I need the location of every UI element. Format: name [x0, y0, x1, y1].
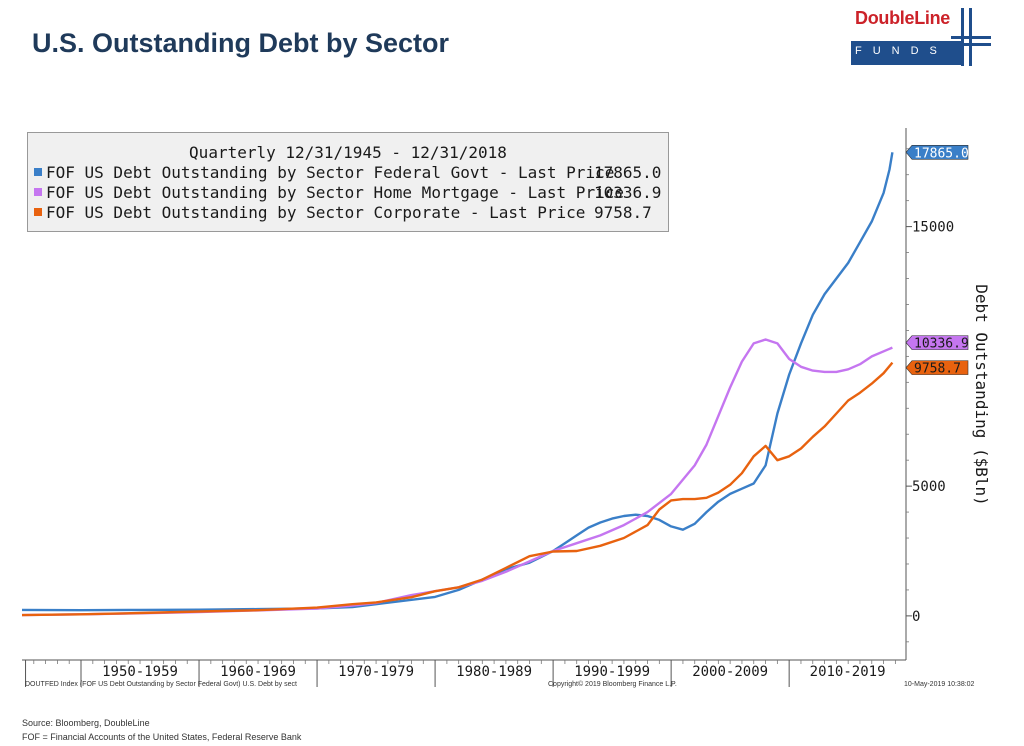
x-tick-label: 1990-1999	[574, 664, 650, 680]
logo-cross-line	[951, 43, 991, 46]
x-tick-label: 1960-1969	[220, 664, 296, 680]
x-tick-label: 1970-1979	[338, 664, 414, 680]
legend-value: 10336.9	[594, 183, 662, 202]
y-tick-label: 0	[912, 609, 920, 625]
last-value-tag: 10336.9	[905, 335, 969, 352]
footer-timestamp: 10-May-2019 10:38:02	[904, 681, 975, 688]
footer-copyright: Copyright© 2019 Bloomberg Finance L.P.	[548, 681, 677, 688]
legend-value: 17865.0	[594, 163, 662, 182]
x-tick-label: 1950-1959	[102, 664, 178, 680]
legend-entry-home-mortgage: FOF US Debt Outstanding by Sector Home M…	[34, 183, 624, 202]
series-line	[21, 338, 893, 617]
x-tick-label: 1980-1989	[456, 664, 532, 680]
footer-index-note: DOUTFED Index (FOF US Debt Outstanding b…	[25, 681, 297, 688]
legend-title: Quarterly 12/31/1945 - 12/31/2018	[189, 143, 507, 162]
last-value-tag: 17865.0	[905, 144, 969, 161]
chart-labels: 1950-1959 1960-1969 1970-1979 1980-1989 1990…	[102, 144, 991, 680]
last-value-tag-box	[905, 144, 969, 160]
logo-wordmark: DoubleLine	[855, 8, 950, 28]
legend-swatch	[34, 208, 42, 216]
legend-swatch	[34, 168, 42, 176]
chart-legend: Quarterly 12/31/1945 - 12/31/2018 FOF US…	[27, 132, 669, 232]
y-tick-label: 15000	[912, 220, 954, 236]
x-tick-label: 2010-2019	[810, 664, 886, 680]
logo-cross-line	[951, 36, 991, 39]
last-value-tag-box	[905, 335, 969, 350]
legend-label: FOF US Debt Outstanding by Sector Corpor…	[46, 203, 586, 222]
legend-value: 9758.7	[594, 203, 652, 222]
last-value-tag-box	[905, 360, 969, 375]
last-value-tag-text: 9758.7	[914, 362, 961, 377]
x-tick-label: 2000-2009	[692, 664, 768, 680]
doubleline-logo: DoubleLine FUNDS	[849, 6, 995, 66]
last-value-tag: 9758.7	[905, 360, 969, 377]
page-title: U.S. Outstanding Debt by Sector	[32, 28, 450, 58]
series-line	[21, 152, 894, 612]
legend-entry-federal-govt: FOF US Debt Outstanding by Sector Federa…	[34, 163, 614, 182]
chart-axes	[22, 128, 912, 687]
series-line	[21, 361, 894, 617]
legend-label: FOF US Debt Outstanding by Sector Home M…	[46, 183, 624, 202]
logo-subtitle: FUNDS	[855, 45, 948, 57]
source-note: Source: Bloomberg, DoubleLine	[22, 718, 150, 728]
legend-label: FOF US Debt Outstanding by Sector Federa…	[46, 163, 615, 182]
legend-swatch	[34, 188, 42, 196]
last-value-tag-text: 17865.0	[914, 146, 969, 161]
y-axis-label: Debt Outstanding ($Bln)	[972, 284, 991, 506]
fof-note: FOF = Financial Accounts of the United S…	[22, 732, 302, 742]
y-tick-label: 5000	[912, 479, 946, 495]
last-value-tag-text: 10336.9	[914, 337, 969, 352]
legend-entry-corporate: FOF US Debt Outstanding by Sector Corpor…	[34, 203, 585, 222]
logo-bar	[851, 41, 961, 65]
chart-series	[21, 152, 894, 617]
